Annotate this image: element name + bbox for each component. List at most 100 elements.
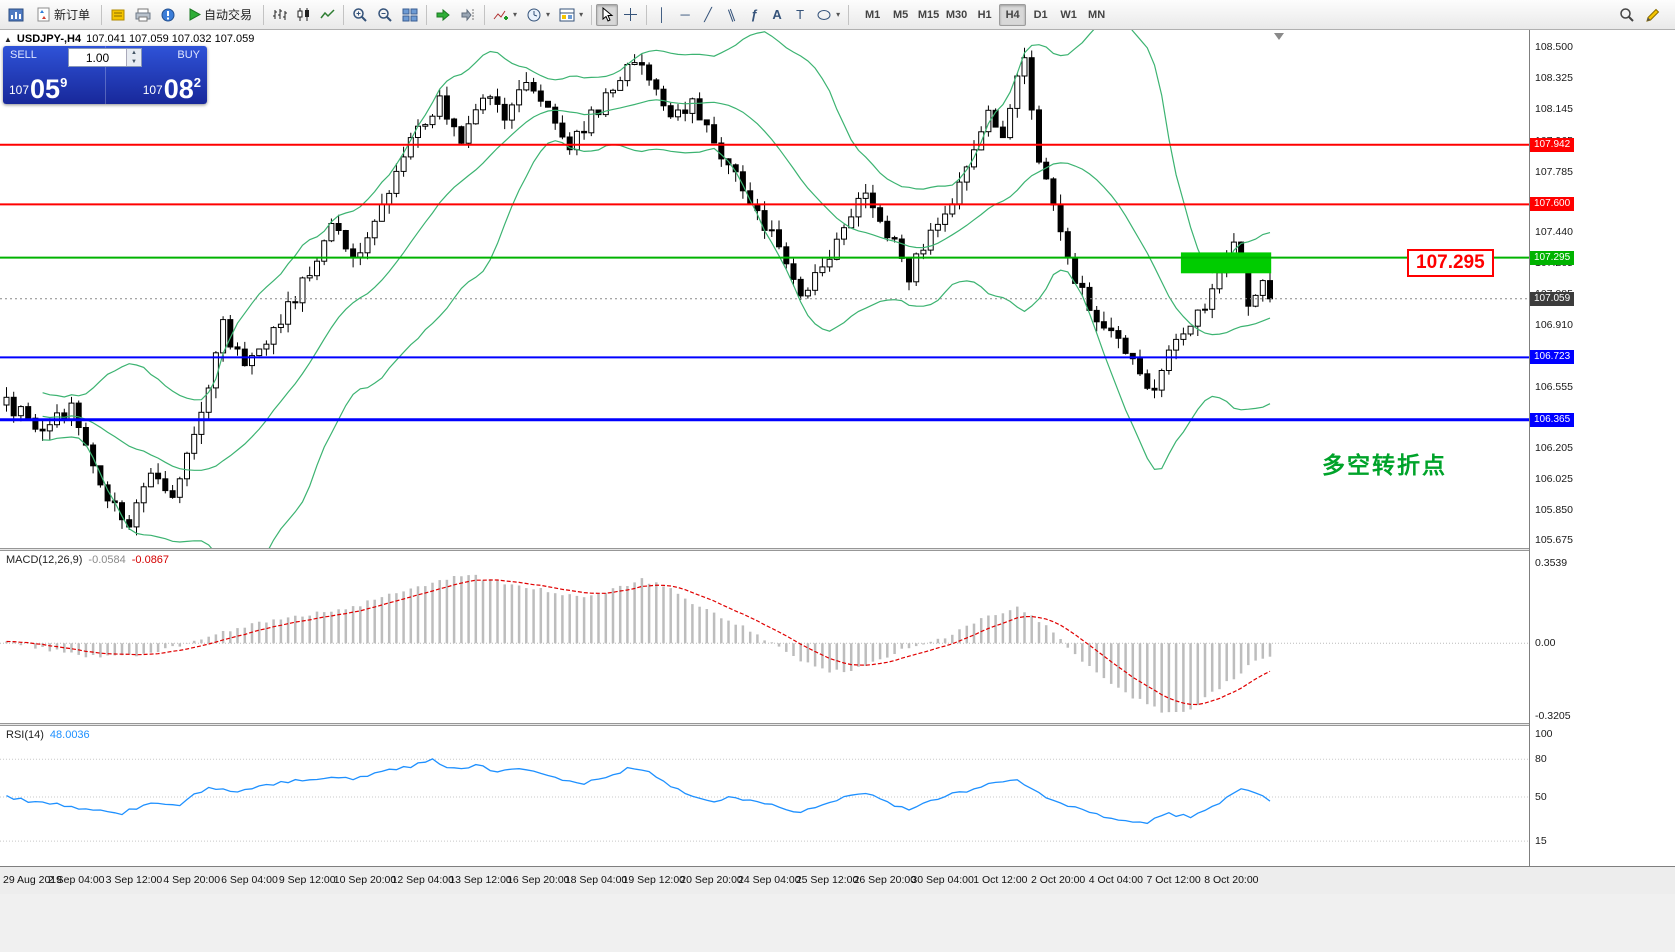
rsi-value: 48.0036 (49, 729, 90, 741)
toolbar-separator (591, 4, 593, 25)
time-axis-label: 20 Sep 20:00 (680, 874, 743, 886)
zoom-in-button[interactable] (348, 4, 372, 26)
sell-price: 107 05 9 (9, 74, 68, 104)
zoom-in-icon (353, 7, 367, 22)
panel-splitter[interactable] (0, 723, 1675, 726)
rsi-title: RSI(14) (6, 729, 44, 741)
timeframe-button-m15[interactable]: M15 (917, 8, 940, 21)
pencil-icon (1646, 8, 1660, 22)
indicators-button[interactable]: ▾ (489, 4, 521, 26)
chevron-down-icon: ▾ (513, 10, 518, 19)
channel-button[interactable]: ∥ (720, 4, 742, 26)
price-scale-label: 107.440 (1535, 226, 1573, 238)
timeframe-group: M1 M5 M15 M30 H1 H4 D1 W1 MN (859, 3, 1110, 26)
chart-type-bars-button[interactable] (268, 4, 291, 26)
price-scale-label: 107.785 (1535, 166, 1573, 178)
horizontal-line-icon: ─ (680, 7, 690, 22)
tile-windows-icon (402, 8, 418, 21)
crosshair-button[interactable] (619, 4, 642, 26)
timeframe-button-d1[interactable]: D1 (1033, 8, 1048, 21)
text-label-icon: T (796, 7, 805, 22)
fibonacci-button[interactable]: ƒ (743, 4, 765, 26)
timeframe-button-h4[interactable]: H4 (999, 3, 1027, 26)
rsi-panel[interactable] (0, 726, 1529, 866)
chevron-down-icon: ▾ (579, 10, 584, 19)
search-button[interactable] (1615, 4, 1639, 26)
timeframe-button-h1[interactable]: H1 (977, 8, 992, 21)
autotrading-play-icon (189, 8, 202, 21)
timeframe-button-w1[interactable]: W1 (1060, 8, 1077, 21)
timeframe-button-m30[interactable]: M30 (945, 8, 968, 21)
volume-box: ▲ ▼ (68, 48, 142, 67)
level-badge-107.600: 107.600 (1530, 197, 1575, 211)
horizontal-line-button[interactable]: ─ (674, 4, 696, 26)
time-axis-label: 9 Sep 12:00 (278, 874, 336, 886)
trendline-button[interactable]: ╱ (697, 4, 719, 26)
price-scale-label: 105.850 (1535, 504, 1573, 516)
templates-button[interactable]: ▾ (555, 4, 587, 26)
cursor-icon (602, 7, 614, 22)
macd-panel[interactable] (0, 551, 1529, 723)
timeframe-button-m5[interactable]: M5 (892, 8, 909, 21)
indicators-icon (493, 10, 509, 20)
symbol-period-label: USDJPY-,H4 (16, 33, 82, 45)
buy-price-big: 08 (163, 74, 194, 104)
highlight-rect (1180, 252, 1272, 274)
autotrading-button[interactable]: 自动交易 (181, 4, 259, 26)
chart-shift-button[interactable] (456, 4, 480, 26)
print-button[interactable] (131, 4, 155, 26)
autotrading-label: 自动交易 (204, 8, 253, 22)
shapes-button[interactable]: ▾ (812, 4, 844, 26)
price-chart[interactable] (0, 30, 1529, 548)
rsi-scale-label: 100 (1535, 728, 1553, 740)
time-axis-label: 3 Sep 12:00 (105, 874, 163, 886)
chart-shift-marker[interactable] (1274, 33, 1284, 40)
price-scale-label: 106.555 (1535, 381, 1573, 393)
timeframe-button-m1[interactable]: M1 (864, 8, 881, 21)
volume-up-button[interactable]: ▲ (127, 49, 141, 58)
chart-type-candles-button[interactable] (292, 4, 315, 26)
metaeditor-button[interactable] (106, 4, 130, 26)
edit-button[interactable] (1641, 4, 1665, 26)
buy-price: 107 08 2 (142, 74, 201, 104)
new-order-button[interactable]: 新订单 (29, 4, 97, 26)
auto-scroll-button[interactable] (431, 4, 455, 26)
price-scale-label: 106.205 (1535, 442, 1573, 454)
text-button[interactable]: A (766, 4, 788, 26)
time-axis[interactable]: 29 Aug 2019 2 Sep 04:00 3 Sep 12:00 4 Sep 2… (0, 866, 1675, 894)
time-axis-label: 6 Sep 04:00 (221, 874, 278, 886)
price-scale[interactable]: 108.500108.325108.145107.965107.785107.6… (1529, 30, 1675, 866)
timeframe-button-mn[interactable]: MN (1088, 8, 1106, 21)
alerts-button[interactable] (156, 4, 180, 26)
buy-label: BUY (177, 49, 200, 61)
toolbar-separator (426, 4, 428, 25)
chart-type-line-button[interactable] (316, 4, 339, 26)
buy-button[interactable]: BUY 107 08 2 (106, 46, 208, 104)
text-label-button[interactable]: T (789, 4, 811, 26)
buy-price-sup: 2 (193, 75, 201, 90)
sell-price-sup: 9 (60, 75, 68, 90)
toolbar-right-group (1615, 4, 1671, 26)
time-axis-label: 10 Sep 20:00 (333, 874, 397, 886)
sell-price-big: 05 (30, 74, 61, 104)
cursor-button[interactable] (596, 3, 619, 26)
time-axis-label: 13 Sep 12:00 (449, 874, 512, 886)
vertical-line-icon: │ (658, 7, 667, 22)
volume-down-button[interactable]: ▼ (127, 57, 141, 66)
price-scale-label: 105.675 (1535, 534, 1573, 546)
toolbar-separator (484, 4, 486, 25)
panel-splitter[interactable] (0, 548, 1675, 551)
one-click-collapse-arrow[interactable]: ▲ (4, 34, 12, 44)
zoom-out-button[interactable] (373, 4, 397, 26)
channel-icon: ∥ (725, 6, 737, 23)
toolbar-separator (101, 4, 103, 25)
periods-button[interactable]: ▾ (522, 4, 554, 26)
new-order-label: 新订单 (54, 8, 91, 22)
buy-price-prefix: 107 (142, 83, 163, 97)
vertical-line-button[interactable]: │ (651, 4, 673, 26)
tile-windows-button[interactable] (398, 4, 422, 26)
sell-button[interactable]: SELL 107 05 9 (3, 46, 106, 104)
current-price-badge: 107.059 (1530, 292, 1575, 306)
volume-input[interactable] (69, 49, 126, 66)
shapes-icon (817, 9, 831, 20)
